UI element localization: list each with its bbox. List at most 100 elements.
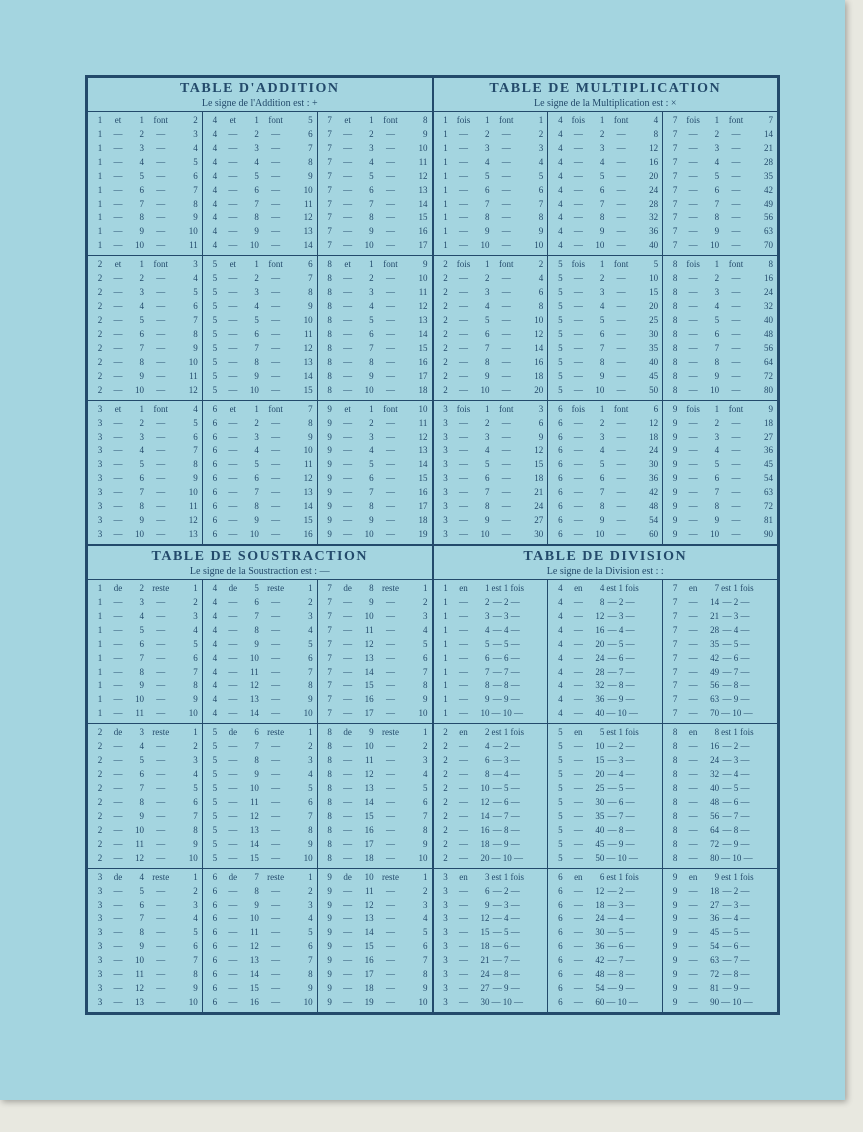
table-row: 2—7—5 — [90, 784, 200, 794]
cell: 3 — [90, 502, 104, 512]
cell: — — [334, 784, 361, 794]
cell: 14 — [247, 840, 261, 850]
cell: 7 — [477, 344, 491, 354]
cell: 6 — [205, 419, 219, 429]
cell: 14 — [405, 200, 429, 210]
cell: 14 — [290, 372, 314, 382]
cell: — 9 — — [606, 840, 636, 850]
cell: 9 — [405, 840, 429, 850]
cell: est 1 fois — [606, 873, 636, 883]
cell: — 8 — — [721, 681, 751, 691]
cell: — — [721, 241, 751, 251]
table-row: 4—7—11 — [205, 200, 315, 210]
cell: 6 — [707, 474, 721, 484]
table-row: 4—9—5 — [205, 640, 315, 650]
cell: — — [565, 970, 592, 980]
cell — [751, 709, 775, 719]
quadrant-title: TABLE DE SOUSTRACTION — [88, 549, 432, 565]
cell: — — [334, 854, 361, 864]
cell: 6 — [205, 460, 219, 470]
cell: 7 — [320, 584, 334, 594]
cell: — — [334, 668, 361, 678]
cell: 11 — [405, 288, 429, 298]
cell: 3 — [132, 433, 146, 443]
table-row: 4—13—9 — [205, 695, 315, 705]
cell: 30 — [592, 798, 606, 808]
cell: — — [565, 433, 592, 443]
cell: — — [146, 433, 176, 443]
cell: 9 — [477, 901, 491, 911]
cell: 4 — [205, 241, 219, 251]
table-row: 7—56— 8 — — [665, 681, 775, 691]
cell: 45 — [592, 840, 606, 850]
table-row: 3fois1font3 — [436, 405, 546, 415]
cell: — 2 — — [606, 887, 636, 897]
table-row: 9—4—13 — [320, 446, 430, 456]
cell: — — [146, 984, 176, 994]
cell: 1 — [247, 260, 261, 270]
cell: 14 — [290, 502, 314, 512]
cell: 4 — [550, 227, 564, 237]
table-row: 1—2—3 — [90, 130, 200, 140]
cell: — — [565, 213, 592, 223]
cell: 6 — [550, 516, 564, 526]
cell: — — [146, 502, 176, 512]
cell: 7 — [665, 144, 679, 154]
table-row: 1—2— 2 — — [436, 598, 546, 608]
cell: 8 — [477, 213, 491, 223]
cell: 9 — [665, 433, 679, 443]
cell: 6 — [477, 654, 491, 664]
quadrant-sub: TABLE DE SOUSTRACTIONLe signe de la Sous… — [87, 545, 433, 1013]
cell: 2 — [436, 742, 450, 752]
cell: — — [491, 474, 521, 484]
cell: 13 — [405, 186, 429, 196]
cell: 4 — [205, 130, 219, 140]
table-row: 8—10—18 — [320, 386, 430, 396]
cell: de — [104, 728, 131, 738]
cell: 5 — [205, 302, 219, 312]
cell: — 8 — — [491, 681, 521, 691]
cell: 4 — [247, 446, 261, 456]
cell: — 4 — — [721, 770, 751, 780]
table-row: 3—10—13 — [90, 530, 200, 540]
cell: 4 — [205, 681, 219, 691]
cell: 3 — [90, 956, 104, 966]
cell: — — [376, 928, 406, 938]
table-row: 6—16—10 — [205, 998, 315, 1008]
cell — [751, 840, 775, 850]
cell: 6 — [550, 460, 564, 470]
cell: 3 — [132, 598, 146, 608]
cell — [521, 914, 545, 924]
cell: 5 — [132, 460, 146, 470]
cell: — — [606, 433, 636, 443]
table-row: 4—5—9 — [205, 172, 315, 182]
table-row: 9—17—8 — [320, 970, 430, 980]
cell: — — [261, 358, 291, 368]
cell: 7 — [320, 200, 334, 210]
cell: 3 — [176, 612, 200, 622]
cell: 10 — [176, 227, 200, 237]
cell — [521, 928, 545, 938]
cell: — — [606, 130, 636, 140]
cell: — — [104, 598, 131, 608]
cell: — — [219, 241, 246, 251]
cell: 8 — [290, 419, 314, 429]
cell: — — [679, 626, 706, 636]
table-row: 9—9—81 — [665, 516, 775, 526]
cell: — — [104, 640, 131, 650]
table-row: 1—8—7 — [90, 668, 200, 678]
cell: — — [376, 488, 406, 498]
cell: 6 — [477, 474, 491, 484]
cell: 8 — [665, 840, 679, 850]
cell: 16 — [477, 826, 491, 836]
cell: 3 — [477, 873, 491, 883]
cell: — — [565, 598, 592, 608]
cell: 42 — [751, 186, 775, 196]
cell: 2 — [90, 798, 104, 808]
cell: — — [146, 914, 176, 924]
cell: 13 — [132, 998, 146, 1008]
cell: — — [679, 502, 706, 512]
cell: 70 — [707, 709, 721, 719]
cell: font — [721, 260, 751, 270]
cell: 6 — [205, 446, 219, 456]
